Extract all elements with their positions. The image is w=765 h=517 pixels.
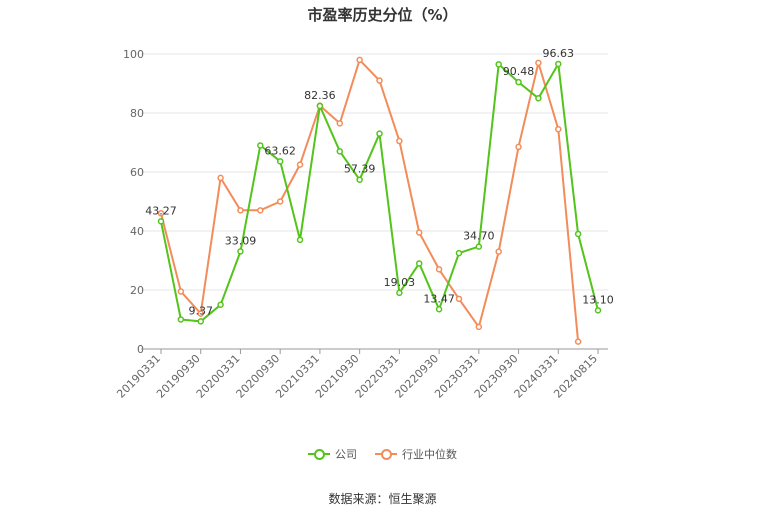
data-point-industry [376, 77, 383, 84]
data-point-industry [495, 248, 502, 255]
data-label: 19.03 [384, 276, 416, 289]
data-point-company [356, 176, 363, 183]
data-point-industry [455, 295, 463, 303]
data-point-industry [396, 137, 403, 145]
data-point-industry [356, 56, 363, 64]
data-label: 82.36 [304, 89, 336, 102]
legend-swatch-company [308, 448, 330, 460]
data-point-company [515, 78, 522, 86]
data-point-industry [535, 59, 542, 67]
data-label: 43.27 [145, 204, 177, 217]
data-label: 33.09 [225, 234, 257, 247]
y-tick-label: 80 [130, 107, 144, 120]
data-point-company [435, 306, 443, 313]
data-point-company [237, 248, 244, 255]
data-point-company [495, 61, 502, 68]
data-source: 数据来源：恒生聚源 [328, 492, 437, 506]
legend-label-company: 公司 [335, 448, 357, 461]
data-point-company [475, 243, 483, 250]
legend-dot-company [314, 449, 325, 460]
data-label: 96.63 [543, 47, 575, 60]
data-point-industry [157, 210, 165, 217]
data-label: 63.62 [264, 144, 296, 157]
data-point-industry [257, 207, 264, 214]
data-point-industry [555, 125, 562, 133]
data-point-company [396, 289, 403, 297]
chart-title: 市盈率历史分位（%） [307, 6, 458, 24]
data-point-company [376, 130, 383, 137]
data-label: 13.47 [423, 292, 455, 305]
y-tick-label: 0 [137, 343, 144, 356]
data-point-company [316, 102, 324, 110]
data-point-industry [336, 120, 344, 127]
data-label: 13.10 [582, 293, 614, 306]
data-point-industry [237, 207, 244, 214]
data-label: 90.48 [503, 65, 535, 78]
data-point-company [555, 60, 562, 68]
data-point-company [535, 95, 542, 102]
y-tick-label: 60 [130, 166, 144, 179]
data-point-industry [435, 266, 443, 273]
data-point-company [197, 318, 204, 325]
legend-swatch-industry [375, 448, 397, 460]
x-tick-label: 20240815 [551, 352, 600, 401]
data-point-company [415, 260, 423, 267]
data-point-industry [177, 288, 185, 295]
data-point-company [257, 142, 264, 149]
data-label: 34.70 [463, 230, 495, 243]
data-point-company [157, 218, 165, 225]
legend-dot-industry [381, 449, 392, 460]
y-tick-label: 100 [123, 48, 144, 61]
data-point-industry [296, 161, 304, 168]
data-point-industry [217, 174, 224, 182]
data-point-company [177, 316, 185, 323]
data-point-industry [197, 310, 204, 317]
data-point-industry [415, 229, 423, 236]
series-line-company [160, 62, 599, 323]
data-point-industry [475, 323, 483, 331]
data-point-company [455, 249, 463, 257]
legend-item-company[interactable]: 公司 [308, 446, 357, 462]
data-point-company [594, 307, 602, 314]
y-tick-label: 20 [130, 284, 144, 297]
legend-item-industry[interactable]: 行业中位数 [375, 446, 457, 462]
data-point-company [336, 148, 344, 155]
data-label: 57.39 [344, 163, 376, 176]
data-point-company [296, 236, 304, 244]
legend: 公司 行业中位数 [0, 446, 765, 462]
legend-label-industry: 行业中位数 [402, 448, 457, 461]
series-line-industry [160, 58, 580, 342]
data-point-company [574, 230, 582, 238]
data-point-industry [276, 198, 284, 205]
y-tick-label: 40 [130, 225, 144, 238]
data-point-industry [574, 338, 582, 345]
data-point-company [276, 158, 284, 165]
data-label: 9.37 [188, 304, 213, 317]
line-chart: 0204060801002019033120190930202003312020… [114, 47, 614, 401]
data-point-industry [515, 143, 522, 151]
data-point-company [217, 301, 224, 308]
